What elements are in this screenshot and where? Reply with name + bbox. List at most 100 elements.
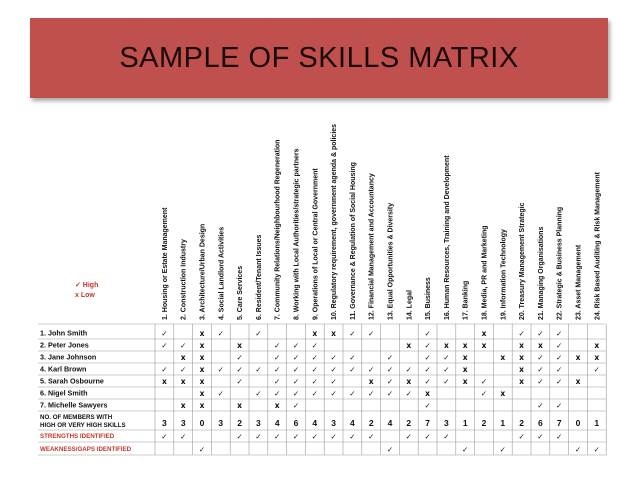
weakness-mark: ✓ — [594, 445, 600, 454]
skill-mark: x — [200, 329, 205, 338]
skill-header: 9. Operations of Local or Central Govern… — [312, 168, 319, 320]
skill-mark: ✓ — [443, 377, 449, 386]
skill-header: 22. Strategic & Business Planning — [557, 207, 564, 320]
member-count: 4 — [275, 418, 280, 428]
skill-mark: ✓ — [293, 389, 299, 398]
skill-mark: ✓ — [424, 329, 430, 338]
skill-mark: ✓ — [293, 341, 299, 350]
skill-mark: ✓ — [312, 389, 318, 398]
weakness-label: WEAKNESS/GAPS IDENTIFIED — [40, 446, 132, 453]
skill-mark: ✓ — [236, 377, 242, 386]
skill-mark: ✓ — [218, 389, 224, 398]
skill-mark: ✓ — [387, 377, 393, 386]
skill-mark: ✓ — [443, 365, 449, 374]
skill-mark: ✓ — [349, 329, 355, 338]
skill-header: 5. Care Services — [237, 266, 244, 320]
strengths-label: STRENGTHS IDENTIFIED — [40, 433, 115, 440]
member-count: 2 — [519, 418, 524, 428]
skill-mark: ✓ — [293, 401, 299, 410]
skill-mark: x — [312, 329, 317, 338]
skill-mark: ✓ — [330, 389, 336, 398]
skill-mark: ✓ — [236, 365, 242, 374]
skill-header: 14. Legal — [406, 290, 413, 320]
skill-mark: x — [200, 377, 205, 386]
member-count: 3 — [162, 418, 167, 428]
skill-mark: x — [519, 377, 524, 386]
skill-mark: ✓ — [537, 329, 543, 338]
strength-mark: ✓ — [424, 432, 430, 441]
skill-mark: x — [519, 365, 524, 374]
member-name: 5. Sarah Osbourne — [40, 377, 104, 386]
skill-mark: x — [538, 341, 543, 350]
skill-mark: ✓ — [312, 365, 318, 374]
strength-mark: ✓ — [236, 432, 242, 441]
weakness-mark: ✓ — [575, 445, 581, 454]
skill-mark: ✓ — [274, 341, 280, 350]
strength-mark: ✓ — [255, 432, 261, 441]
skill-mark: x — [181, 401, 186, 410]
skill-mark: x — [425, 389, 430, 398]
skill-mark: ✓ — [255, 389, 261, 398]
skill-mark: x — [200, 365, 205, 374]
skill-mark: ✓ — [349, 353, 355, 362]
skill-mark: ✓ — [537, 377, 543, 386]
skill-mark: ✓ — [274, 389, 280, 398]
skill-mark: x — [519, 353, 524, 362]
skill-mark: x — [275, 401, 280, 410]
member-count: 1 — [594, 418, 599, 428]
skill-mark: ✓ — [518, 329, 524, 338]
member-count: 4 — [312, 418, 317, 428]
skill-header: 17. Banking — [463, 281, 470, 320]
skill-mark: ✓ — [312, 377, 318, 386]
skill-mark: x — [482, 341, 487, 350]
legend-high: ✓ High — [75, 282, 98, 289]
weakness-mark: ✓ — [387, 445, 393, 454]
skill-mark: ✓ — [330, 365, 336, 374]
skill-mark: x — [482, 329, 487, 338]
strength-mark: ✓ — [537, 432, 543, 441]
skill-mark: ✓ — [330, 377, 336, 386]
skill-mark: ✓ — [180, 365, 186, 374]
member-count: 1 — [500, 418, 505, 428]
member-count: 0 — [200, 418, 205, 428]
skill-mark: ✓ — [424, 365, 430, 374]
skill-mark: ✓ — [236, 353, 242, 362]
strength-mark: ✓ — [330, 432, 336, 441]
legend-low: x Low — [75, 292, 95, 299]
skill-mark: ✓ — [368, 365, 374, 374]
skill-mark: ✓ — [481, 389, 487, 398]
skill-mark: x — [500, 389, 505, 398]
skill-mark: ✓ — [424, 377, 430, 386]
member-name: 1. John Smith — [40, 329, 87, 338]
strength-mark: ✓ — [161, 432, 167, 441]
member-count: 1 — [463, 418, 468, 428]
skill-mark: ✓ — [161, 365, 167, 374]
skill-mark: x — [331, 329, 336, 338]
member-count: 2 — [406, 418, 411, 428]
strength-mark: ✓ — [443, 432, 449, 441]
skill-mark: ✓ — [330, 353, 336, 362]
skill-mark: ✓ — [481, 377, 487, 386]
skill-header: 21. Managing Organisations — [538, 227, 545, 320]
skill-header: 15. Business — [425, 277, 432, 320]
skill-mark: ✓ — [312, 341, 318, 350]
member-name: 7. Michelle Sawyers — [40, 401, 108, 410]
strength-mark: ✓ — [180, 432, 186, 441]
member-rows: 1. John Smith ✓ x ✓ ✓ x x ✓ ✓ ✓ x ✓ ✓ ✓2. Peter Jones… — [40, 329, 600, 411]
weakness-mark: ✓ — [462, 445, 468, 454]
skill-mark: x — [463, 353, 468, 362]
skill-mark: ✓ — [424, 353, 430, 362]
member-count: 2 — [369, 418, 374, 428]
skill-mark: ✓ — [161, 329, 167, 338]
skill-header: 18. Media, PR and Marketing — [482, 225, 489, 320]
member-count: 3 — [444, 418, 449, 428]
skill-mark: x — [200, 401, 205, 410]
grid-lines — [38, 323, 607, 456]
skill-mark: ✓ — [349, 365, 355, 374]
skill-mark: ✓ — [537, 353, 543, 362]
skill-header: 1. Housing or Estate Management — [162, 207, 169, 320]
weakness-mark: ✓ — [500, 445, 506, 454]
skill-mark: x — [237, 341, 242, 350]
member-name: 3. Jane Johnson — [40, 353, 96, 362]
skill-mark: x — [200, 389, 205, 398]
